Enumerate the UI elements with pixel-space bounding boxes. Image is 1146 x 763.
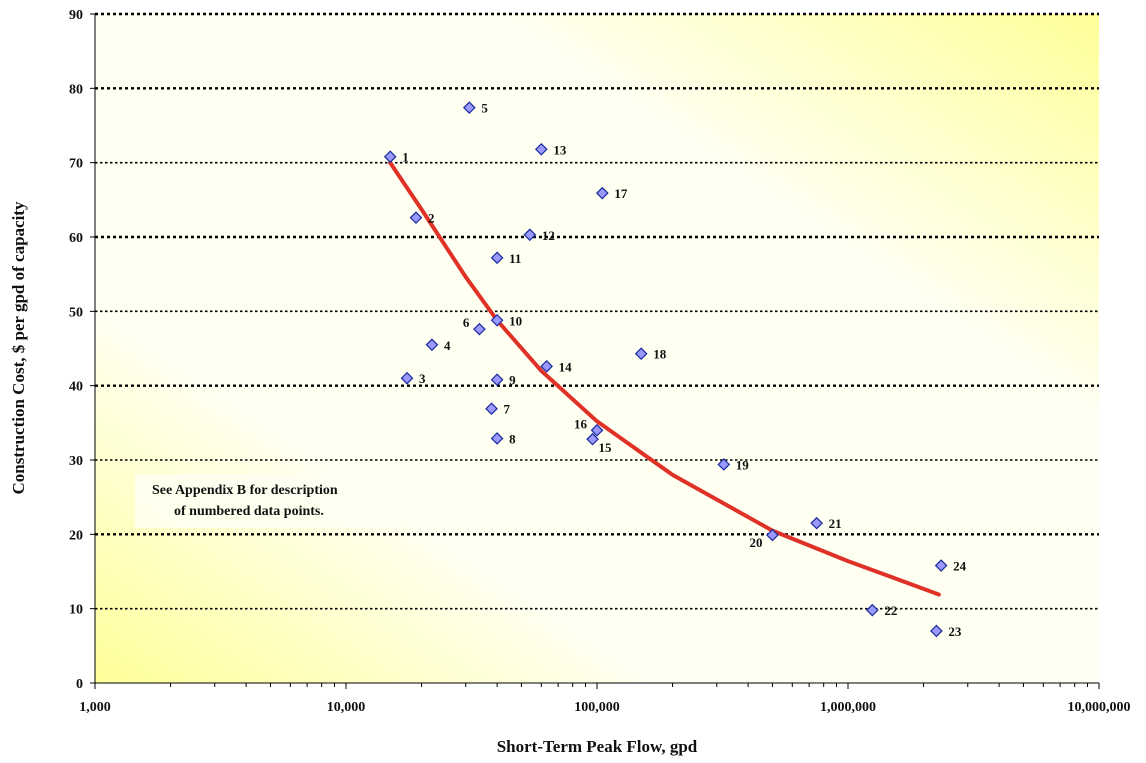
y-tick-label: 30	[69, 454, 83, 469]
y-tick-label: 50	[69, 305, 83, 320]
gridlines	[95, 12, 1099, 610]
data-point-label: 3	[419, 371, 426, 386]
data-point-label: 12	[542, 228, 555, 243]
data-point-label: 1	[402, 150, 409, 165]
data-point-7	[485, 402, 498, 416]
data-point-label: 11	[509, 251, 521, 266]
data-point-10	[490, 313, 504, 327]
data-point-label: 17	[614, 186, 628, 201]
data-point-label: 22	[884, 603, 897, 618]
data-point-3	[400, 371, 414, 385]
data-point-23	[930, 624, 943, 638]
annotation-box: See Appendix B for description of number…	[135, 474, 403, 528]
plot-area	[95, 14, 1099, 683]
data-point-21	[810, 516, 823, 530]
data-point-label: 19	[736, 457, 750, 472]
data-point-24	[934, 559, 948, 572]
y-tick-label: 20	[69, 528, 83, 543]
y-axis-title: Construction Cost, $ per gpd of capacity	[9, 201, 28, 494]
data-point-9	[490, 373, 504, 387]
data-point-label: 6	[463, 315, 470, 330]
y-tick-label: 60	[69, 231, 83, 246]
y-tick-label: 80	[69, 82, 83, 97]
data-point-4	[425, 338, 439, 352]
data-point-14	[540, 359, 553, 373]
x-tick-label: 10,000	[327, 700, 366, 715]
x-tick-label: 1,000,000	[820, 700, 876, 715]
x-tick-label: 1,000	[79, 700, 111, 715]
data-point-label: 18	[653, 347, 667, 362]
ticks: 0 10 20 30 40 50 60 70 80 90 1,000 10,000 100,000 1,0…	[69, 8, 1131, 715]
data-point-label: 8	[509, 431, 516, 446]
annotation-line-2: of numbered data points.	[174, 504, 324, 519]
data-point-18	[634, 347, 648, 361]
data-point-19	[717, 458, 731, 471]
data-point-label: 15	[599, 440, 613, 455]
annotation-line-1: See Appendix B for description	[152, 483, 338, 498]
y-tick-label: 40	[69, 380, 83, 395]
y-tick-label: 90	[69, 8, 83, 23]
x-axis-title: Short-Term Peak Flow, gpd	[497, 737, 698, 756]
data-point-label: 21	[829, 516, 842, 531]
y-tick-label: 10	[69, 603, 83, 618]
y-tick-label: 70	[69, 157, 83, 172]
data-point-label: 7	[504, 402, 511, 417]
data-point-20	[766, 528, 779, 542]
data-point-11	[490, 251, 504, 265]
data-point-label: 24	[953, 559, 967, 574]
data-point-22	[865, 603, 879, 617]
data-point-12	[523, 228, 537, 242]
annotation-background	[135, 474, 403, 528]
data-point-label: 5	[481, 101, 488, 116]
x-tick-label: 100,000	[574, 700, 620, 715]
data-point-13	[534, 142, 548, 156]
data-point-16	[590, 423, 604, 437]
trend-curve-group	[388, 160, 941, 597]
data-point-6	[473, 322, 486, 336]
x-tick-label: 10,000,000	[1068, 700, 1131, 715]
data-point-15	[586, 432, 599, 446]
data-point-label: 10	[509, 313, 522, 328]
data-point-label: 14	[559, 359, 573, 374]
data-point-label: 4	[444, 338, 451, 353]
y-tick-label: 0	[76, 677, 83, 692]
data-point-17	[595, 186, 609, 200]
data-point-label: 13	[553, 142, 567, 157]
data-point-label: 9	[509, 373, 516, 388]
data-point-2	[409, 211, 423, 225]
trend-curve	[388, 160, 941, 597]
data-point-label: 16	[574, 416, 588, 431]
data-point-label: 20	[749, 535, 762, 550]
data-point-8	[490, 432, 504, 445]
data-point-label: 2	[428, 211, 435, 226]
data-point-label: 23	[948, 624, 962, 639]
data-point-1	[383, 150, 397, 164]
data-point-5	[462, 101, 476, 115]
